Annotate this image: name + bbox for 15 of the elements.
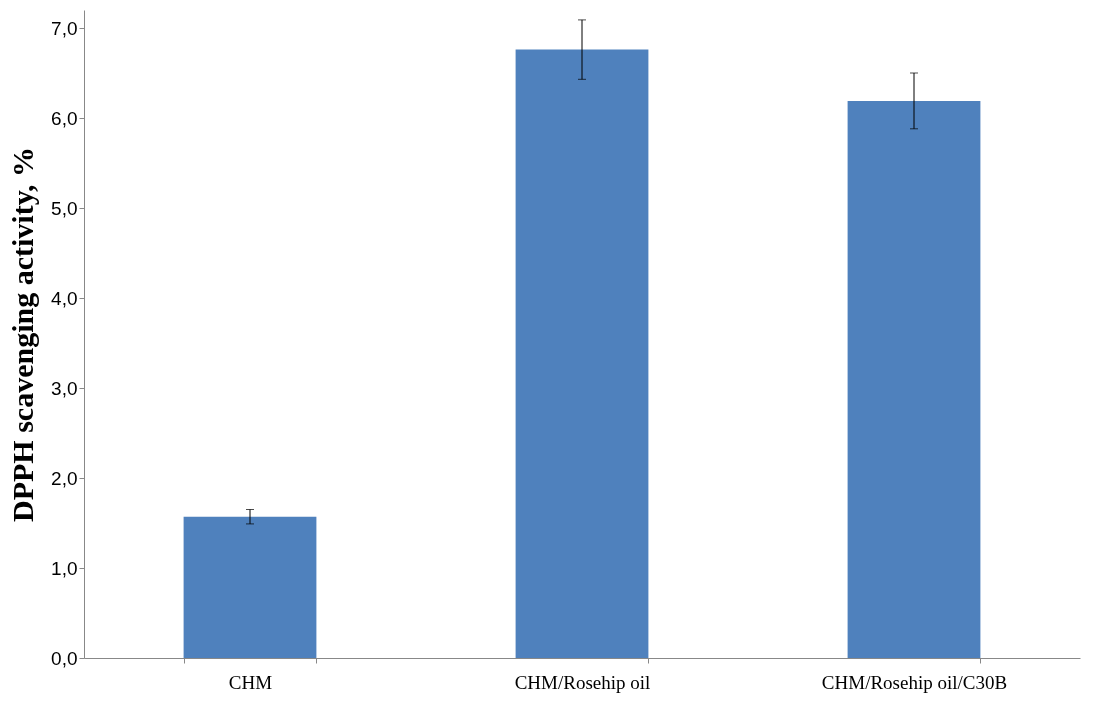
y-tick-label: 1,0 (51, 557, 78, 579)
bar (847, 100, 981, 658)
y-tick-label: 0,0 (51, 647, 78, 669)
bar (183, 516, 317, 658)
y-tick-label: 6,0 (51, 107, 78, 129)
y-tick-label: 5,0 (51, 197, 78, 219)
y-axis-title: DPPH scavenging activity, % (6, 147, 40, 522)
y-tick-label: 2,0 (51, 467, 78, 489)
y-tick-label: 3,0 (51, 377, 78, 399)
x-tick-label: CHM (228, 671, 273, 693)
y-tick-label: 7,0 (51, 17, 78, 39)
y-tick-label: 4,0 (51, 287, 78, 309)
x-tick-label: CHM/Rosehip oil (514, 671, 651, 693)
bar (515, 49, 649, 658)
x-tick-label: CHM/Rosehip oil/C30B (821, 671, 1008, 693)
